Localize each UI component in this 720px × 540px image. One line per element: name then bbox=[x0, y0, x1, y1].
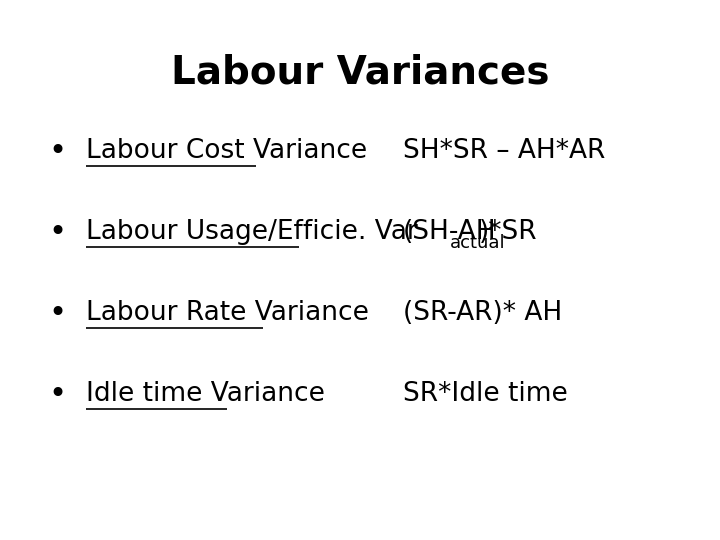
Text: actual: actual bbox=[449, 234, 505, 252]
Text: )*SR: )*SR bbox=[479, 219, 538, 245]
Text: Labour Usage/Efficie. Var: Labour Usage/Efficie. Var bbox=[86, 219, 418, 245]
Text: Labour Variances: Labour Variances bbox=[171, 54, 549, 92]
Text: •: • bbox=[48, 137, 67, 166]
Text: SR*Idle time: SR*Idle time bbox=[403, 381, 568, 407]
Text: Labour Rate Variance: Labour Rate Variance bbox=[86, 300, 369, 326]
Text: •: • bbox=[48, 218, 67, 247]
Text: (SR-AR)* AH: (SR-AR)* AH bbox=[403, 300, 562, 326]
Text: SH*SR – AH*AR: SH*SR – AH*AR bbox=[403, 138, 606, 164]
Text: Idle time Variance: Idle time Variance bbox=[86, 381, 325, 407]
Text: •: • bbox=[48, 299, 67, 328]
Text: (SH-AH: (SH-AH bbox=[403, 219, 497, 245]
Text: •: • bbox=[48, 380, 67, 409]
Text: Labour Cost Variance: Labour Cost Variance bbox=[86, 138, 367, 164]
